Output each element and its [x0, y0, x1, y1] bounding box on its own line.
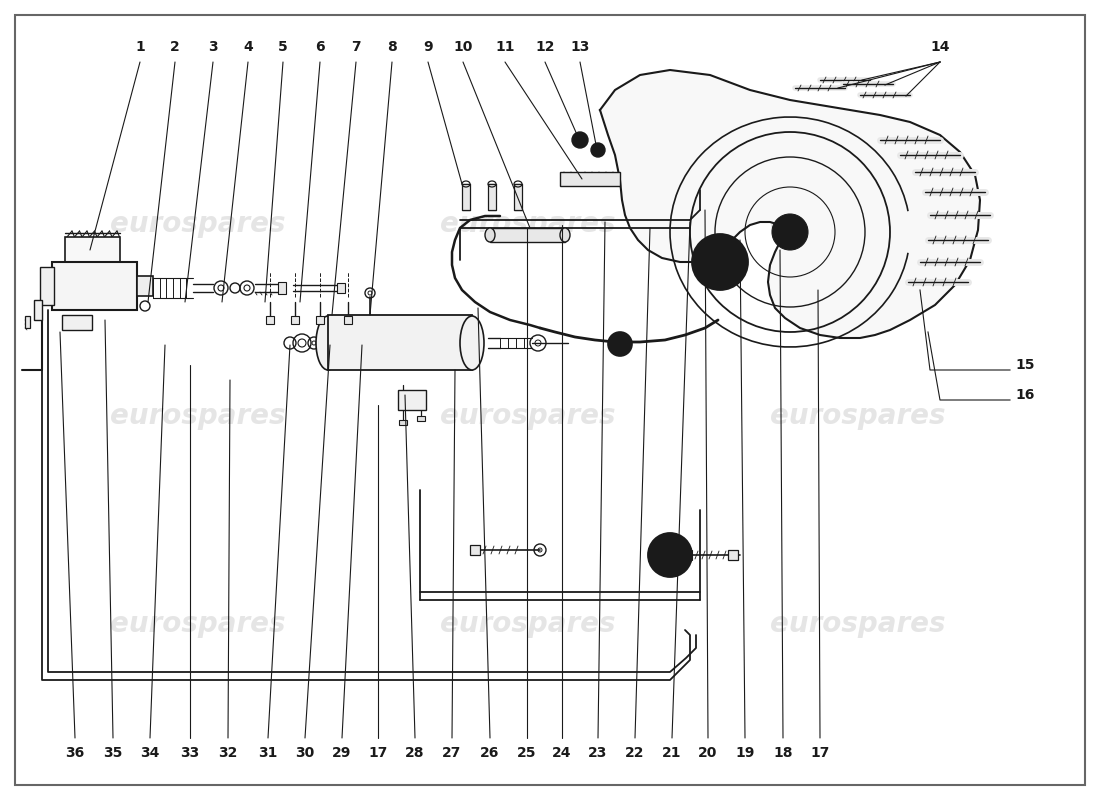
Bar	[470, 545, 480, 555]
Text: 10: 10	[453, 40, 473, 54]
Bar	[560, 172, 620, 186]
Text: 21: 21	[662, 746, 682, 760]
Bar	[488, 184, 496, 210]
Text: 3: 3	[208, 40, 218, 54]
Bar	[292, 316, 299, 324]
Circle shape	[772, 214, 808, 250]
Bar	[25, 316, 30, 328]
Text: 36: 36	[65, 746, 85, 760]
Text: eurospares: eurospares	[110, 402, 286, 430]
Text: 34: 34	[141, 746, 160, 760]
Text: 35: 35	[103, 746, 123, 760]
Ellipse shape	[485, 228, 495, 242]
Text: eurospares: eurospares	[110, 610, 286, 638]
Bar	[62, 315, 92, 330]
Text: 17: 17	[811, 746, 829, 760]
Text: 32: 32	[218, 746, 238, 760]
Text: 33: 33	[180, 746, 199, 760]
Text: 7: 7	[351, 40, 361, 54]
Bar	[417, 416, 425, 421]
Circle shape	[668, 553, 672, 557]
Bar	[462, 184, 470, 210]
Bar	[398, 390, 426, 410]
Ellipse shape	[316, 316, 340, 370]
Bar	[278, 282, 286, 294]
Text: 13: 13	[570, 40, 590, 54]
Text: 26: 26	[481, 746, 499, 760]
Text: eurospares: eurospares	[770, 402, 946, 430]
Circle shape	[572, 132, 588, 148]
Text: eurospares: eurospares	[770, 610, 946, 638]
Bar	[490, 228, 565, 242]
Ellipse shape	[560, 228, 570, 242]
Ellipse shape	[460, 316, 484, 370]
Text: 5: 5	[278, 40, 288, 54]
Bar	[34, 300, 42, 320]
Text: 6: 6	[316, 40, 324, 54]
Text: 30: 30	[296, 746, 315, 760]
Text: 4: 4	[243, 40, 253, 54]
Text: 17: 17	[368, 746, 387, 760]
Text: eurospares: eurospares	[770, 210, 946, 238]
Bar	[316, 316, 324, 324]
Text: 2: 2	[170, 40, 180, 54]
Circle shape	[608, 332, 632, 356]
Text: 27: 27	[442, 746, 462, 760]
Text: 23: 23	[588, 746, 607, 760]
Text: 9: 9	[424, 40, 432, 54]
Bar	[138, 276, 153, 296]
Bar	[52, 262, 138, 310]
Bar	[344, 316, 352, 324]
Bar	[514, 184, 522, 210]
Text: eurospares: eurospares	[440, 210, 616, 238]
Text: 16: 16	[1015, 388, 1034, 402]
Text: 28: 28	[405, 746, 425, 760]
Text: 24: 24	[552, 746, 572, 760]
Bar	[328, 315, 472, 370]
Text: eurospares: eurospares	[440, 610, 616, 638]
Text: 1: 1	[135, 40, 145, 54]
Bar	[40, 267, 54, 305]
Text: eurospares: eurospares	[110, 210, 286, 238]
Polygon shape	[600, 70, 980, 338]
Circle shape	[656, 541, 684, 569]
Text: 18: 18	[773, 746, 793, 760]
Text: 11: 11	[495, 40, 515, 54]
Circle shape	[648, 533, 692, 577]
Circle shape	[692, 234, 748, 290]
Text: 19: 19	[735, 746, 755, 760]
Text: 14: 14	[931, 40, 949, 54]
Text: 20: 20	[698, 746, 717, 760]
Text: 15: 15	[1015, 358, 1034, 372]
Text: 31: 31	[258, 746, 277, 760]
Bar	[65, 237, 120, 265]
Text: eurospares: eurospares	[440, 402, 616, 430]
Text: 8: 8	[387, 40, 397, 54]
Text: 25: 25	[517, 746, 537, 760]
Circle shape	[702, 244, 738, 280]
Text: 12: 12	[536, 40, 554, 54]
Bar	[337, 283, 345, 293]
Bar	[399, 420, 407, 425]
Bar	[266, 316, 274, 324]
Circle shape	[591, 143, 605, 157]
Bar	[728, 550, 738, 560]
Text: 29: 29	[332, 746, 352, 760]
Text: 22: 22	[625, 746, 645, 760]
